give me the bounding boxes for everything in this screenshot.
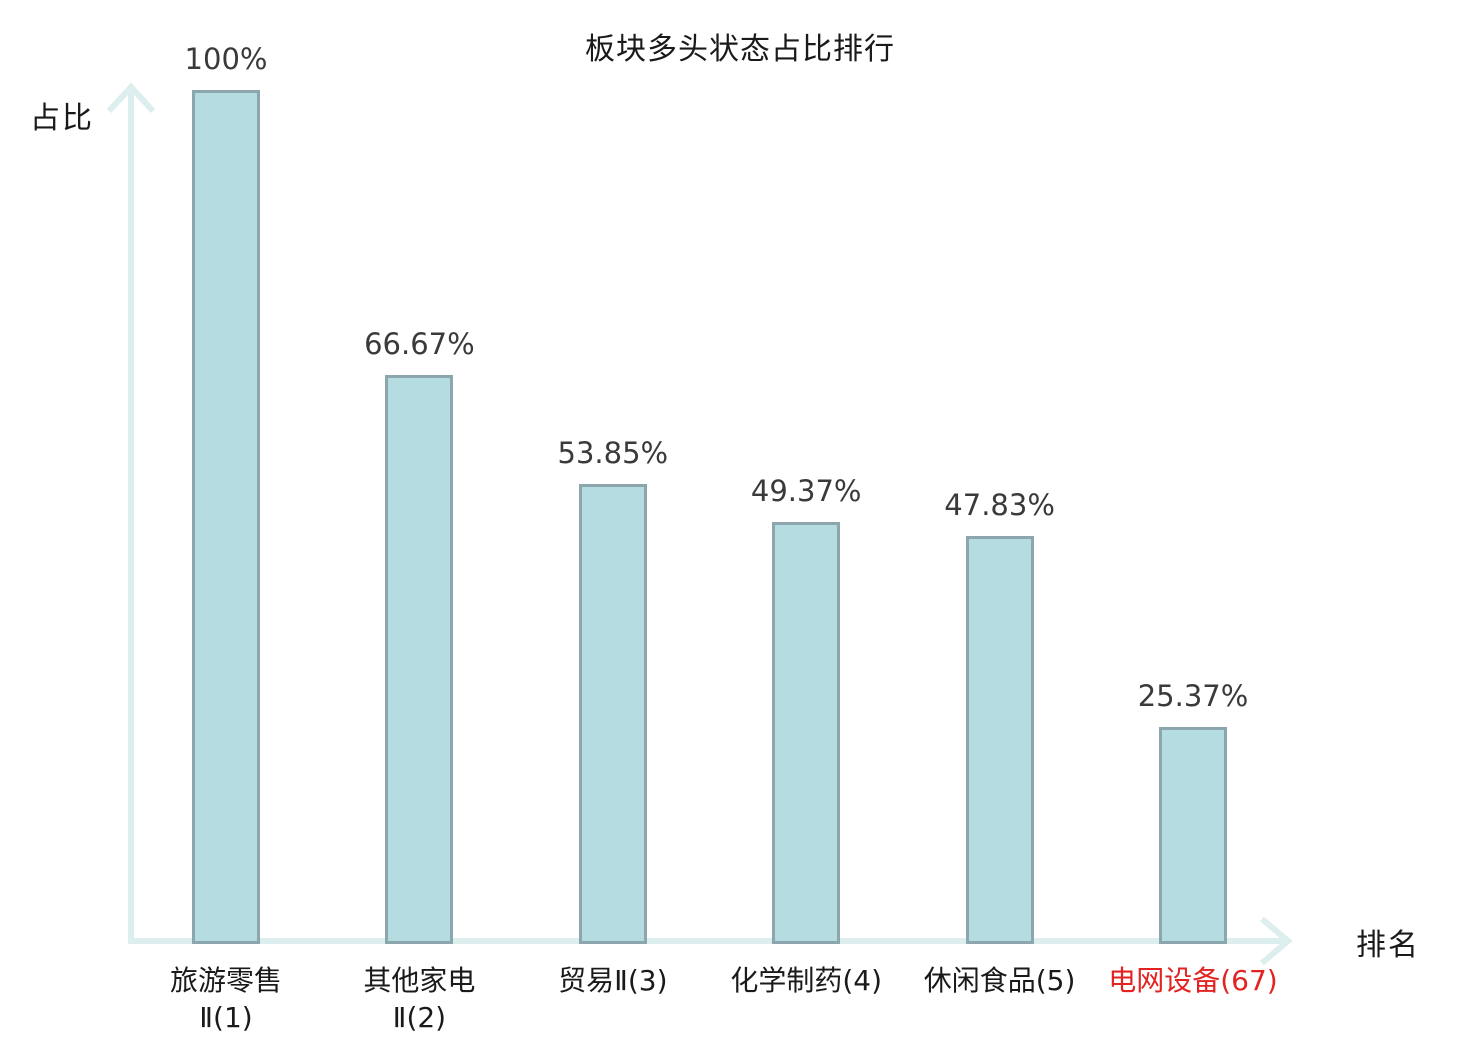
category-label-line: 电网设备(67)	[1108, 964, 1278, 997]
category-label-line: 贸易Ⅱ(3)	[558, 964, 668, 997]
bar	[772, 522, 841, 944]
bar-value-label: 53.85%	[557, 436, 669, 470]
x-axis-label: 排名	[1356, 928, 1420, 963]
category-label: 贸易Ⅱ(3)	[558, 962, 667, 999]
category-label-line: Ⅱ(2)	[392, 1001, 447, 1034]
bar-value-label: 100%	[184, 42, 268, 76]
category-label: 电网设备(67)	[1108, 962, 1277, 999]
bar-value-label: 25.37%	[1137, 679, 1249, 713]
category-label-line: 其他家电	[363, 964, 476, 997]
x-axis-arrow-icon	[1260, 916, 1293, 966]
chart-title: 板块多头状态占比排行	[585, 32, 895, 67]
y-axis-label: 占比	[30, 101, 94, 136]
category-label-line: 旅游零售	[169, 964, 283, 997]
bar	[192, 90, 260, 944]
bar-value-label: 49.37%	[750, 474, 862, 508]
bar	[578, 484, 647, 944]
category-label: 休闲食品(5)	[924, 962, 1076, 999]
category-label: 其他家电 Ⅱ(2)	[363, 962, 475, 1036]
bar	[385, 375, 454, 944]
category-label-line: Ⅱ(1)	[199, 1001, 253, 1034]
category-label-line: 化学制药(4)	[730, 964, 883, 997]
y-axis-arrow-icon	[106, 82, 156, 114]
bar-value-label: 66.67%	[364, 327, 475, 361]
category-label: 旅游零售 Ⅱ(1)	[170, 962, 282, 1036]
bar	[965, 536, 1034, 944]
category-label: 化学制药(4)	[730, 962, 882, 999]
category-label-line: 休闲食品(5)	[923, 964, 1076, 997]
bar-value-label: 47.83%	[944, 488, 1055, 522]
bar	[1159, 727, 1227, 944]
